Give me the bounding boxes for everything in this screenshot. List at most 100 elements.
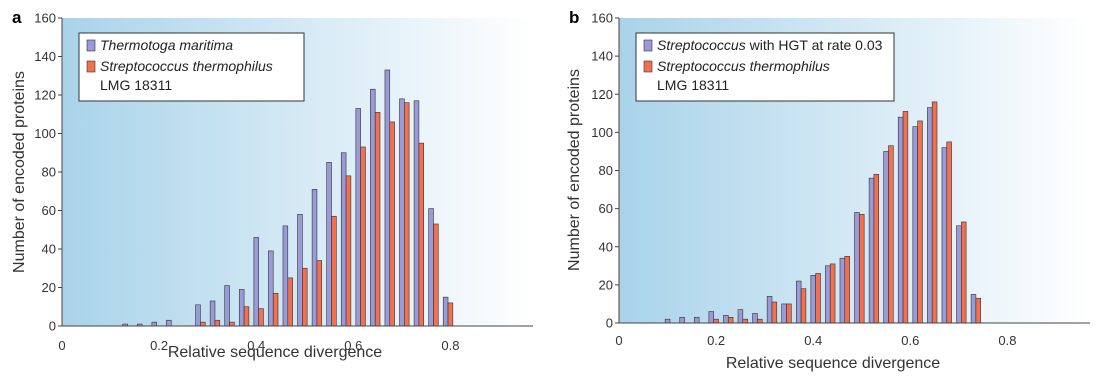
legend-swatch-2	[643, 60, 653, 73]
bar-series-2	[331, 215, 337, 327]
legend-swatch-2	[86, 60, 96, 73]
bar-series-1	[941, 147, 948, 324]
bar-series-1	[413, 100, 420, 327]
bar-series-1	[708, 311, 714, 324]
y-tick-label: 20	[42, 280, 56, 295]
bar-series-2	[931, 101, 938, 324]
bar-series-2	[200, 321, 206, 327]
x-tick-label: 0.6	[344, 338, 362, 353]
y-tick-label: 60	[599, 201, 613, 216]
x-tick-label: 0.4	[804, 333, 822, 348]
bar-series-1	[810, 275, 816, 324]
panel-label: b	[569, 8, 579, 27]
legend-box	[78, 32, 305, 102]
bar-series-2	[844, 255, 850, 324]
x-axis-label: Relative sequence divergence	[726, 355, 940, 372]
bar-series-2	[786, 303, 792, 324]
bar-series-1	[238, 289, 245, 327]
bar-series-1	[737, 309, 744, 324]
x-tick-label: 0	[58, 338, 65, 353]
bar-series-2	[873, 174, 880, 324]
bar-series-1	[766, 296, 773, 324]
bar-series-2	[800, 288, 807, 324]
y-tick-label: 0	[606, 316, 613, 331]
bar-series-1	[854, 212, 860, 324]
y-tick-label: 80	[599, 163, 613, 178]
bar-series-2	[447, 302, 454, 327]
legend-entry-2-line2: LMG 18311	[100, 77, 172, 93]
y-axis-label: Number of encoded proteins	[11, 71, 28, 273]
bar-series-2	[316, 260, 323, 327]
bar-series-1	[442, 296, 449, 327]
y-axis-label: Number of encoded proteins	[566, 69, 583, 271]
bar-series-2	[888, 145, 894, 324]
y-tick-label: 80	[42, 165, 56, 180]
bar-series-1	[956, 225, 962, 324]
bar-series-2	[727, 316, 734, 324]
y-tick-label: 120	[591, 87, 613, 102]
bar-series-2	[287, 277, 293, 327]
bar-series-1	[694, 316, 700, 324]
bar-series-1	[883, 151, 889, 324]
legend-entry-2-line2: LMG 18311	[657, 77, 729, 93]
bar-series-1	[752, 313, 758, 324]
bar-series-1	[151, 321, 157, 327]
bar-series-1	[927, 107, 933, 324]
y-tick-label: 160	[591, 11, 613, 26]
bar-series-2	[360, 146, 366, 327]
x-tick-label: 0.8	[441, 338, 459, 353]
bar-series-1	[679, 316, 685, 324]
x-tick-label: 0.4	[247, 338, 265, 353]
y-tick-label: 120	[34, 88, 56, 103]
bar-series-2	[742, 318, 748, 324]
bar-series-2	[902, 111, 909, 324]
y-tick-label: 160	[34, 11, 56, 26]
bar-series-1	[868, 177, 875, 324]
bar-series-2	[946, 141, 952, 324]
bar-series-2	[757, 318, 763, 324]
bar-series-2	[302, 267, 308, 327]
y-tick-label: 100	[34, 126, 56, 141]
x-tick-label: 0.2	[150, 338, 168, 353]
y-tick-label: 40	[599, 239, 613, 254]
bar-series-2	[272, 292, 279, 327]
bar-series-1	[912, 126, 918, 324]
bar-series-2	[258, 308, 264, 327]
bar-series-1	[253, 237, 259, 327]
bar-series-1	[664, 318, 671, 324]
y-tick-label: 0	[49, 319, 56, 334]
bar-series-1	[282, 225, 289, 327]
legend-swatch-1	[86, 39, 96, 52]
x-tick-label: 0	[615, 333, 622, 348]
bar-series-1	[326, 162, 332, 327]
bar-series-2	[859, 214, 865, 324]
bar-series-2	[389, 121, 395, 327]
y-tick-label: 140	[591, 49, 613, 64]
y-tick-label: 40	[42, 242, 56, 257]
bar-series-1	[166, 319, 172, 327]
bar-series-1	[795, 280, 802, 324]
bar-series-1	[399, 98, 405, 327]
bar-series-2	[214, 319, 221, 327]
bar-series-1	[970, 294, 977, 324]
bar-series-1	[781, 303, 787, 324]
bar-series-1	[224, 285, 230, 327]
bar-series-2	[713, 318, 719, 324]
bar-series-2	[229, 321, 235, 327]
panel-label: a	[12, 8, 22, 27]
y-tick-label: 20	[599, 277, 613, 292]
legend-entry-2: Streptococcus thermophilus	[657, 58, 830, 74]
bar-series-1	[897, 116, 904, 324]
bar-series-2	[243, 306, 250, 327]
bar-series-1	[297, 214, 303, 327]
bar-series-2	[345, 175, 352, 327]
bar-series-2	[917, 120, 923, 324]
bar-series-1	[355, 108, 361, 327]
legend-entry-1: Thermotoga maritima	[100, 37, 233, 53]
bar-series-1	[428, 208, 434, 327]
bar-series-1	[723, 315, 729, 324]
bar-series-2	[975, 297, 982, 324]
bar-series-1	[195, 304, 201, 327]
bar-series-2	[961, 221, 967, 324]
histogram-panel-b: 0 20 40 60 80 100 120 140 160 0 0.2 0.4 0.6 0.8 Strep…	[566, 8, 1090, 372]
